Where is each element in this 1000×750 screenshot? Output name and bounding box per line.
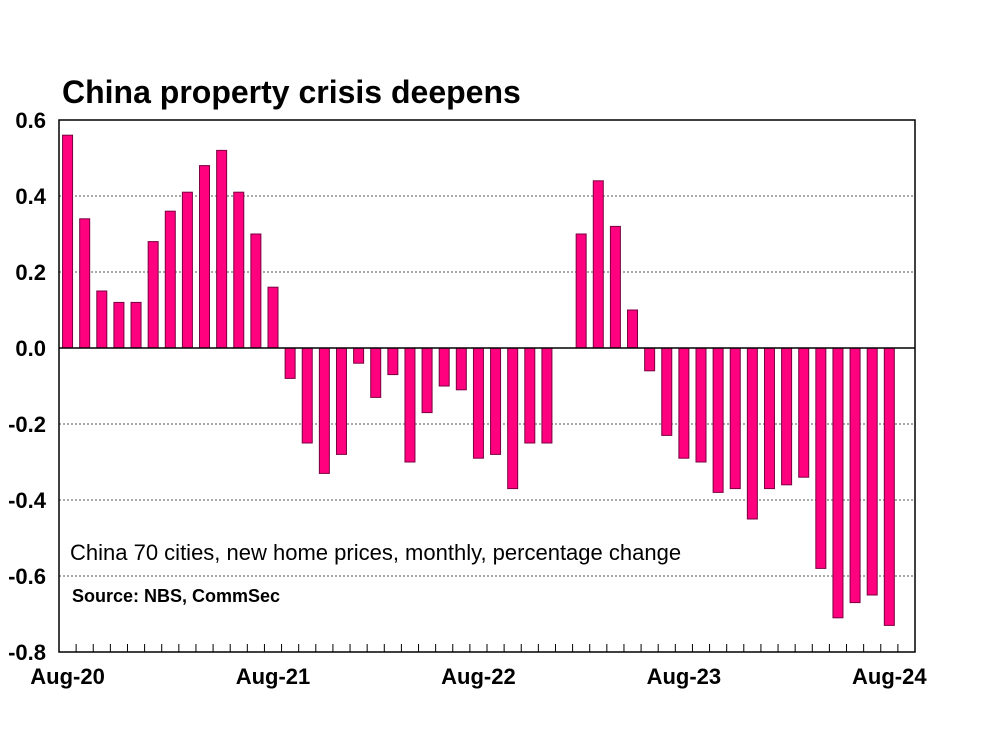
bar-dec-20 [130,301,142,349]
bar-jul-24 [866,347,878,596]
y-tick-label: -0.8 [8,640,46,665]
x-tick-label: Aug-24 [852,664,927,689]
bars [62,134,895,626]
bar-dec-22 [541,347,553,444]
bar-jan-22 [353,347,365,364]
bar-jul-21 [250,233,262,349]
bar-oct-22 [507,347,519,490]
y-tick-label: -0.2 [8,412,46,437]
bar-jun-22 [438,347,450,387]
bar-aug-24 [883,347,895,626]
bar-oct-21 [301,347,313,444]
y-tick-label: -0.6 [8,564,46,589]
chart-title: China property crisis deepens [62,74,521,110]
bar-mar-22 [387,347,399,376]
y-tick-label: 0.6 [15,108,46,133]
bar-sep-21 [284,347,296,379]
x-tick-label: Aug-20 [30,664,105,689]
bar-may-24 [832,347,844,619]
x-tick-label: Aug-22 [441,664,516,689]
y-tick-label: 0.4 [15,184,46,209]
bar-feb-23 [575,233,587,349]
bar-jun-21 [233,191,245,349]
y-tick-labels: 0.6 0.4 0.2 0.0 -0.2 -0.4 -0.6 -0.8 [8,108,47,665]
bar-may-22 [421,347,433,414]
bar-aug-21 [267,286,279,349]
bar-sep-22 [490,347,502,455]
bar-mar-21 [181,191,193,349]
bar-jul-23 [661,347,673,436]
x-tick-label: Aug-23 [647,664,722,689]
bar-mar-23 [592,180,604,349]
bar-feb-22 [370,347,382,398]
bar-dec-23 [746,347,758,520]
y-tick-label: 0.0 [15,336,46,361]
bar-nov-21 [318,347,330,474]
bar-oct-23 [712,347,724,493]
bar-mar-24 [798,347,810,478]
bar-aug-23 [678,347,690,459]
bar-jan-21 [147,241,159,349]
bar-feb-24 [781,347,793,486]
bar-jun-23 [644,347,656,372]
bar-apr-22 [404,347,416,463]
bar-sep-23 [695,347,707,463]
bar-apr-23 [609,225,621,349]
source-note: Source: NBS, CommSec [72,586,280,606]
chart-annotation: China 70 cities, new home prices, monthl… [70,540,681,565]
bar-apr-24 [815,347,827,569]
bar-aug-22 [472,347,484,459]
bar-nov-23 [729,347,741,490]
x-tick-label: Aug-21 [236,664,311,689]
y-tick-label: -0.4 [8,488,47,513]
bar-sep-20 [79,218,91,349]
x-tick-labels: Aug-20 Aug-21 Aug-22 Aug-23 Aug-24 [30,664,927,689]
bar-may-21 [216,149,228,349]
bar-oct-20 [96,290,108,349]
bar-feb-21 [164,210,176,349]
bar-nov-20 [113,301,125,349]
bar-apr-21 [199,165,211,349]
y-tick-label: 0.2 [15,260,46,285]
bar-nov-22 [524,347,536,444]
axes [58,119,916,653]
bar-jan-24 [763,347,775,490]
bar-jun-24 [849,347,861,604]
bar-aug-20 [62,134,74,349]
bar-jul-22 [455,347,467,391]
bar-may-23 [627,309,639,349]
bar-dec-21 [335,347,347,455]
